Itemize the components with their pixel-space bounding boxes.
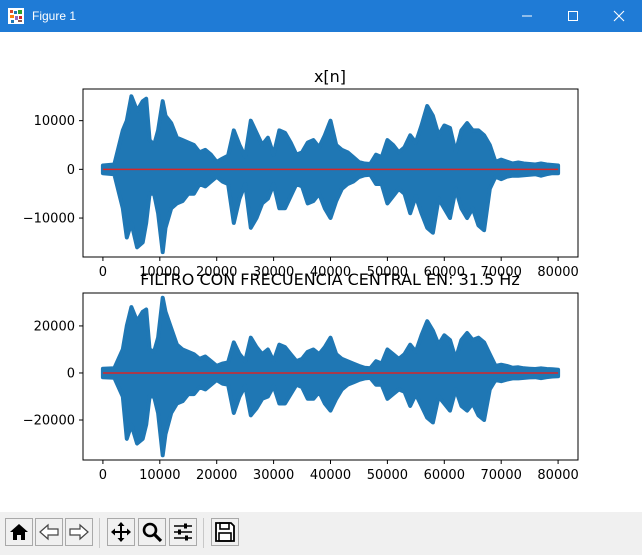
subplot-2: 0 10000 20000 30000 40000 50000 60000 70000 8000… [23, 270, 579, 483]
x-tick-label: 10000 [139, 265, 180, 280]
y-tick-label: 0 [67, 163, 75, 178]
pan-button[interactable] [107, 518, 135, 546]
x-tick-label: 10000 [139, 468, 180, 483]
y-tick-label: 0 [67, 366, 75, 381]
figure-svg: x[n] 0 10000 20000 30000 40000 50000 60000 7000… [23, 67, 579, 483]
x-tick-label: 0 [99, 265, 107, 280]
x-tick-label: 40000 [310, 265, 351, 280]
x-tick-label: 20000 [196, 265, 237, 280]
x-tick-label: 40000 [310, 468, 351, 483]
x-tick-label: 80000 [537, 265, 578, 280]
x-tick-label: 70000 [481, 468, 522, 483]
floppy-disk-icon [215, 522, 235, 542]
forward-button[interactable] [65, 518, 93, 546]
x-tick-label: 30000 [253, 265, 294, 280]
move-icon [111, 522, 131, 542]
x-tick-label: 50000 [367, 265, 408, 280]
y-axis: −10000 0 10000 [23, 114, 83, 227]
signal-envelope [100, 295, 561, 458]
x-tick-label: 60000 [424, 265, 465, 280]
sliders-icon [174, 523, 192, 541]
close-icon [613, 10, 625, 22]
y-tick-label: −10000 [23, 212, 75, 227]
x-axis: 0 10000 20000 30000 40000 50000 60000 70000 8000… [99, 460, 579, 483]
minimize-icon [522, 15, 532, 17]
subplot-2-title: FILTRO CON FRECUENCIA CENTRAL EN: 31.5 H… [140, 270, 519, 289]
y-tick-label: 10000 [34, 114, 75, 129]
signal-envelope [100, 94, 561, 255]
home-icon [10, 524, 28, 540]
home-button[interactable] [5, 518, 33, 546]
subplots-button[interactable] [169, 518, 197, 546]
toolbar-separator [203, 518, 204, 548]
navigation-toolbar [0, 512, 642, 555]
x-tick-label: 70000 [481, 265, 522, 280]
y-tick-label: 20000 [34, 319, 75, 334]
x-tick-label: 50000 [367, 468, 408, 483]
figure-canvas[interactable]: x[n] 0 10000 20000 30000 40000 50000 60000 7000… [0, 32, 642, 512]
close-button[interactable] [596, 0, 642, 32]
y-tick-label: −20000 [23, 414, 75, 429]
back-arrow-icon [39, 523, 59, 541]
x-tick-label: 0 [99, 468, 107, 483]
forward-arrow-icon [69, 523, 89, 541]
x-tick-label: 80000 [537, 468, 578, 483]
maximize-button[interactable] [550, 0, 596, 32]
subplot-1: x[n] 0 10000 20000 30000 40000 50000 60000 7000… [23, 67, 579, 280]
magnifier-icon [142, 522, 163, 543]
x-tick-label: 20000 [196, 468, 237, 483]
maximize-icon [568, 11, 578, 21]
window-titlebar[interactable]: Figure 1 [0, 0, 642, 32]
subplot-1-title: x[n] [314, 67, 346, 86]
save-button[interactable] [211, 518, 239, 546]
x-tick-label: 60000 [424, 468, 465, 483]
matplotlib-icon [8, 8, 24, 24]
toolbar-separator [99, 518, 100, 548]
x-axis: 0 10000 20000 30000 40000 50000 60000 70000 8000… [99, 257, 579, 280]
window-title: Figure 1 [32, 9, 77, 23]
y-axis: −20000 0 20000 [23, 319, 83, 429]
x-tick-label: 30000 [253, 468, 294, 483]
back-button[interactable] [35, 518, 63, 546]
zoom-button[interactable] [138, 518, 166, 546]
minimize-button[interactable] [504, 0, 550, 32]
subplot-2-signal [100, 295, 561, 458]
subplot-1-signal [100, 94, 561, 255]
